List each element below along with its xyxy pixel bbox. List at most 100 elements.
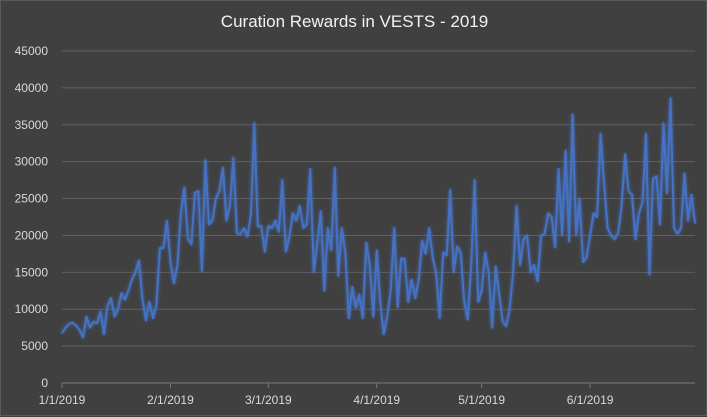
data-point: [431, 256, 434, 259]
data-point: [578, 197, 581, 200]
data-point: [501, 320, 504, 323]
data-point: [61, 331, 63, 334]
data-point: [575, 234, 577, 237]
data-point: [127, 289, 130, 292]
data-point: [655, 175, 658, 178]
data-point: [470, 264, 473, 266]
data-point: [421, 239, 424, 242]
data-point: [250, 213, 252, 216]
data-point: [400, 257, 403, 260]
data-point: [113, 315, 116, 318]
data-point: [256, 225, 259, 228]
data-point: [263, 250, 266, 253]
data-point: [239, 233, 242, 235]
data-point: [603, 182, 605, 185]
data-point: [638, 212, 640, 215]
data-point: [106, 304, 109, 307]
data-point: [312, 271, 315, 274]
data-point: [218, 190, 221, 193]
data-point: [274, 219, 277, 222]
data-point: [466, 318, 469, 321]
data-point: [347, 317, 350, 319]
data-point: [694, 222, 696, 224]
data-point: [568, 240, 570, 243]
data-point: [526, 234, 528, 237]
data-point: [372, 315, 375, 318]
data-point: [557, 168, 560, 170]
data-point: [96, 322, 98, 325]
data-point: [232, 157, 235, 159]
data-point: [316, 241, 319, 244]
data-point: [662, 122, 665, 125]
data-point: [215, 197, 217, 200]
data-point: [159, 247, 161, 249]
data-point: [386, 315, 389, 318]
data-point: [473, 179, 476, 182]
data-point: [407, 300, 410, 303]
data-point: [449, 188, 452, 191]
data-point: [687, 219, 689, 222]
chart-title: Curation Rewards in VESTS - 2019: [220, 12, 489, 31]
data-point: [225, 219, 228, 222]
data-point: [648, 273, 651, 276]
data-point: [169, 260, 172, 263]
data-point: [155, 304, 158, 307]
data-point: [550, 216, 553, 218]
data-point: [634, 238, 637, 241]
data-point: [428, 227, 431, 230]
data-point: [166, 219, 168, 222]
data-point: [82, 336, 84, 339]
data-point: [222, 166, 224, 169]
data-point: [68, 323, 70, 325]
data-point: [582, 261, 584, 263]
data-point: [389, 289, 392, 292]
data-point: [645, 132, 647, 135]
data-point: [508, 308, 511, 311]
data-point: [564, 149, 567, 152]
data-point: [624, 153, 626, 156]
data-point: [85, 315, 88, 318]
data-point: [596, 216, 598, 218]
data-point: [445, 254, 448, 257]
data-point: [547, 212, 549, 215]
y-tick-label: 40000: [15, 81, 49, 95]
data-point: [131, 278, 133, 281]
data-point: [110, 297, 112, 300]
data-point: [435, 272, 438, 275]
data-point: [326, 227, 329, 230]
data-point: [533, 264, 535, 266]
data-point: [190, 243, 193, 246]
data-point: [592, 212, 595, 215]
data-point: [124, 298, 126, 301]
data-point: [375, 249, 378, 252]
data-point: [337, 275, 340, 277]
data-point: [477, 300, 480, 303]
data-point: [180, 212, 182, 215]
data-point: [652, 177, 654, 180]
data-point: [71, 321, 74, 324]
data-point: [89, 326, 91, 329]
data-point: [365, 241, 368, 244]
data-point: [305, 223, 308, 226]
data-point: [187, 238, 189, 241]
data-point: [358, 293, 361, 296]
y-tick-label: 20000: [15, 228, 49, 242]
data-point: [267, 225, 270, 227]
y-tick-label: 10000: [15, 302, 49, 316]
data-point: [690, 194, 693, 196]
series-line: [61, 97, 696, 339]
data-point: [302, 227, 305, 230]
data-point: [141, 297, 144, 300]
data-point: [176, 264, 179, 266]
data-point: [236, 232, 238, 235]
data-point: [344, 251, 347, 254]
data-point: [627, 190, 630, 193]
data-point: [145, 319, 147, 322]
data-point: [669, 97, 672, 100]
data-point: [379, 300, 382, 303]
data-point: [284, 250, 287, 253]
data-point: [463, 300, 466, 303]
data-point: [491, 326, 494, 329]
data-point: [456, 245, 459, 248]
data-point: [519, 264, 521, 266]
